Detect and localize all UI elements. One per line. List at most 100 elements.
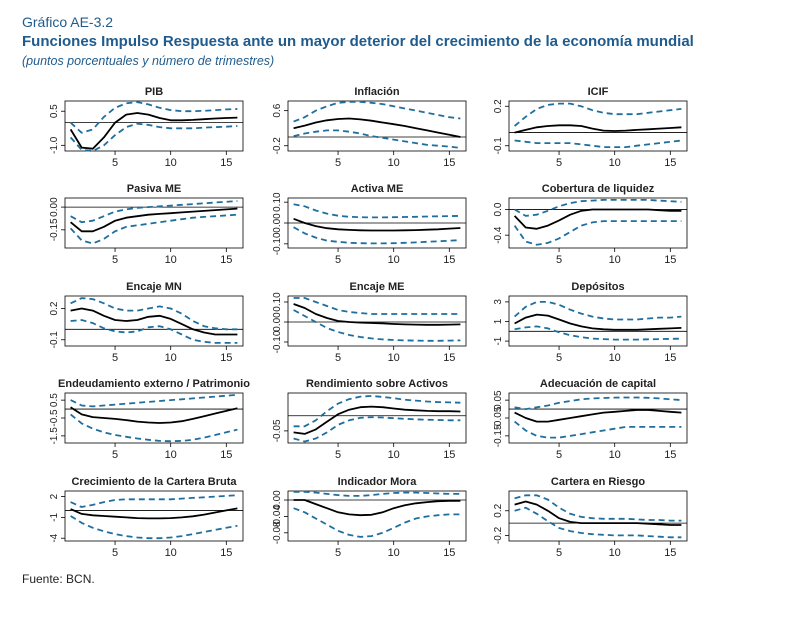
y-tick-label: 1	[493, 318, 504, 324]
lower-band-line	[514, 506, 682, 539]
y-tick-label: 0.2	[49, 301, 60, 315]
x-tick-label: 10	[609, 352, 621, 364]
panel-title: Inflación	[354, 86, 400, 98]
lower-band-line	[70, 515, 238, 540]
y-tick-label: -4	[49, 533, 60, 542]
x-tick-label: 10	[165, 449, 177, 461]
panel-title: Encaje ME	[349, 281, 404, 293]
lower-band-line	[514, 325, 682, 341]
x-tick-label: 10	[165, 254, 177, 266]
panel-frame	[508, 490, 688, 542]
x-tick-label: 10	[609, 254, 621, 266]
panel-8: Encaje ME 5 10 15 0.100.00-0.10	[272, 281, 467, 364]
panel-1: PIB 5 10 15 0.5 -1.0	[49, 86, 244, 169]
upper-band-line	[514, 494, 682, 522]
y-tick-label: -0.5	[49, 409, 60, 427]
x-tick-label: 5	[556, 254, 562, 266]
y-tick-label: 2	[49, 493, 60, 499]
y-tick-label: -0.05	[493, 406, 504, 429]
median-line	[293, 303, 461, 326]
x-tick-label: 15	[664, 449, 676, 461]
median-line	[70, 207, 238, 233]
panel-title: Cobertura de liquidez	[542, 183, 655, 195]
x-tick-label: 5	[556, 449, 562, 461]
figure-label: Gráfico AE-3.2	[22, 14, 114, 30]
median-line	[514, 500, 682, 526]
upper-band-line	[293, 101, 461, 123]
y-tick-label: -0.05	[272, 419, 283, 442]
y-tick-label: -0.1	[493, 137, 504, 155]
panel-title: PIB	[145, 86, 163, 98]
y-tick-label: -0.15	[493, 424, 504, 447]
y-tick-label: 0.10	[272, 292, 283, 312]
x-tick-label: 5	[335, 254, 341, 266]
median-line	[514, 313, 682, 331]
y-tick-label: -1.5	[49, 427, 60, 445]
panel-4: Pasiva ME 5 10 15 0.00-0.15	[49, 183, 244, 266]
y-tick-label: -0.2	[493, 526, 504, 544]
y-tick-label: -0.10	[272, 232, 283, 255]
panel-frame	[508, 295, 688, 347]
y-tick-label: 0.5	[49, 104, 60, 118]
median-line	[69, 112, 238, 150]
x-tick-label: 15	[220, 254, 232, 266]
x-tick-label: 5	[112, 254, 118, 266]
y-tick-label: -0.10	[272, 330, 283, 353]
upper-band-line	[514, 102, 682, 127]
upper-band-line	[70, 494, 238, 508]
y-tick-label: 0.10	[272, 192, 283, 212]
x-tick-label: 15	[664, 254, 676, 266]
x-tick-label: 15	[220, 547, 232, 559]
panel-title: Indicador Mora	[338, 476, 418, 488]
x-tick-label: 5	[112, 547, 118, 559]
panel-title: Endeudamiento externo / Patrimonio	[58, 378, 250, 390]
panel-frame	[287, 100, 467, 152]
panel-frame	[287, 490, 467, 542]
panel-10: Endeudamiento externo / Patrimonio 5 10 15 0…	[49, 378, 250, 461]
panel-title: Rendimiento sobre Activos	[306, 378, 448, 390]
panel-title: Crecimiento de la Cartera Bruta	[71, 476, 237, 488]
panel-frame	[287, 392, 467, 444]
panel-2: Inflación 5 10 15 0.6 -0.2	[272, 86, 467, 169]
y-tick-label: 3	[493, 299, 504, 305]
x-tick-label: 5	[112, 157, 118, 169]
lower-band-line	[513, 220, 682, 246]
x-tick-label: 5	[335, 157, 341, 169]
median-line	[70, 307, 238, 336]
x-tick-label: 15	[220, 352, 232, 364]
x-tick-label: 10	[609, 157, 621, 169]
y-tick-label: 0.0	[493, 202, 504, 216]
chart-header: Gráfico AE-3.2 Funciones Impulso Respues…	[22, 14, 782, 69]
panel-title: Depósitos	[571, 281, 624, 293]
y-tick-label: -0.4	[493, 226, 504, 244]
panel-5: Activa ME 5 10 15 0.100.00-0.10	[272, 183, 467, 266]
y-tick-label: 0.5	[49, 393, 60, 407]
upper-band-line	[69, 101, 238, 134]
panel-title: Cartera en Riesgo	[551, 476, 645, 488]
upper-band-line	[514, 396, 682, 411]
x-tick-label: 15	[220, 449, 232, 461]
x-tick-label: 10	[388, 352, 400, 364]
y-tick-label: 0.00	[272, 490, 283, 510]
x-tick-label: 15	[443, 352, 455, 364]
y-tick-label: -0.1	[49, 331, 60, 349]
upper-band-line	[293, 203, 461, 219]
lower-band-line	[70, 319, 238, 344]
x-tick-label: 10	[388, 547, 400, 559]
y-tick-label: 0.05	[493, 390, 504, 410]
upper-band-line	[293, 395, 461, 428]
y-tick-label: -1.0	[49, 136, 60, 154]
panel-7: Encaje MN 5 10 15 0.2 -0.1	[49, 281, 244, 364]
x-tick-label: 15	[443, 254, 455, 266]
lower-band-line	[514, 420, 682, 439]
panel-9: Depósitos 5 10 15 3 1 -1	[493, 281, 688, 364]
x-tick-label: 10	[609, 547, 621, 559]
x-tick-label: 15	[443, 449, 455, 461]
lower-band-line	[293, 129, 461, 149]
median-line	[293, 405, 461, 435]
upper-band-line	[70, 200, 238, 224]
upper-band-line	[514, 300, 682, 321]
x-tick-label: 15	[443, 157, 455, 169]
x-tick-label: 5	[112, 449, 118, 461]
y-tick-label: -0.15	[49, 218, 60, 241]
